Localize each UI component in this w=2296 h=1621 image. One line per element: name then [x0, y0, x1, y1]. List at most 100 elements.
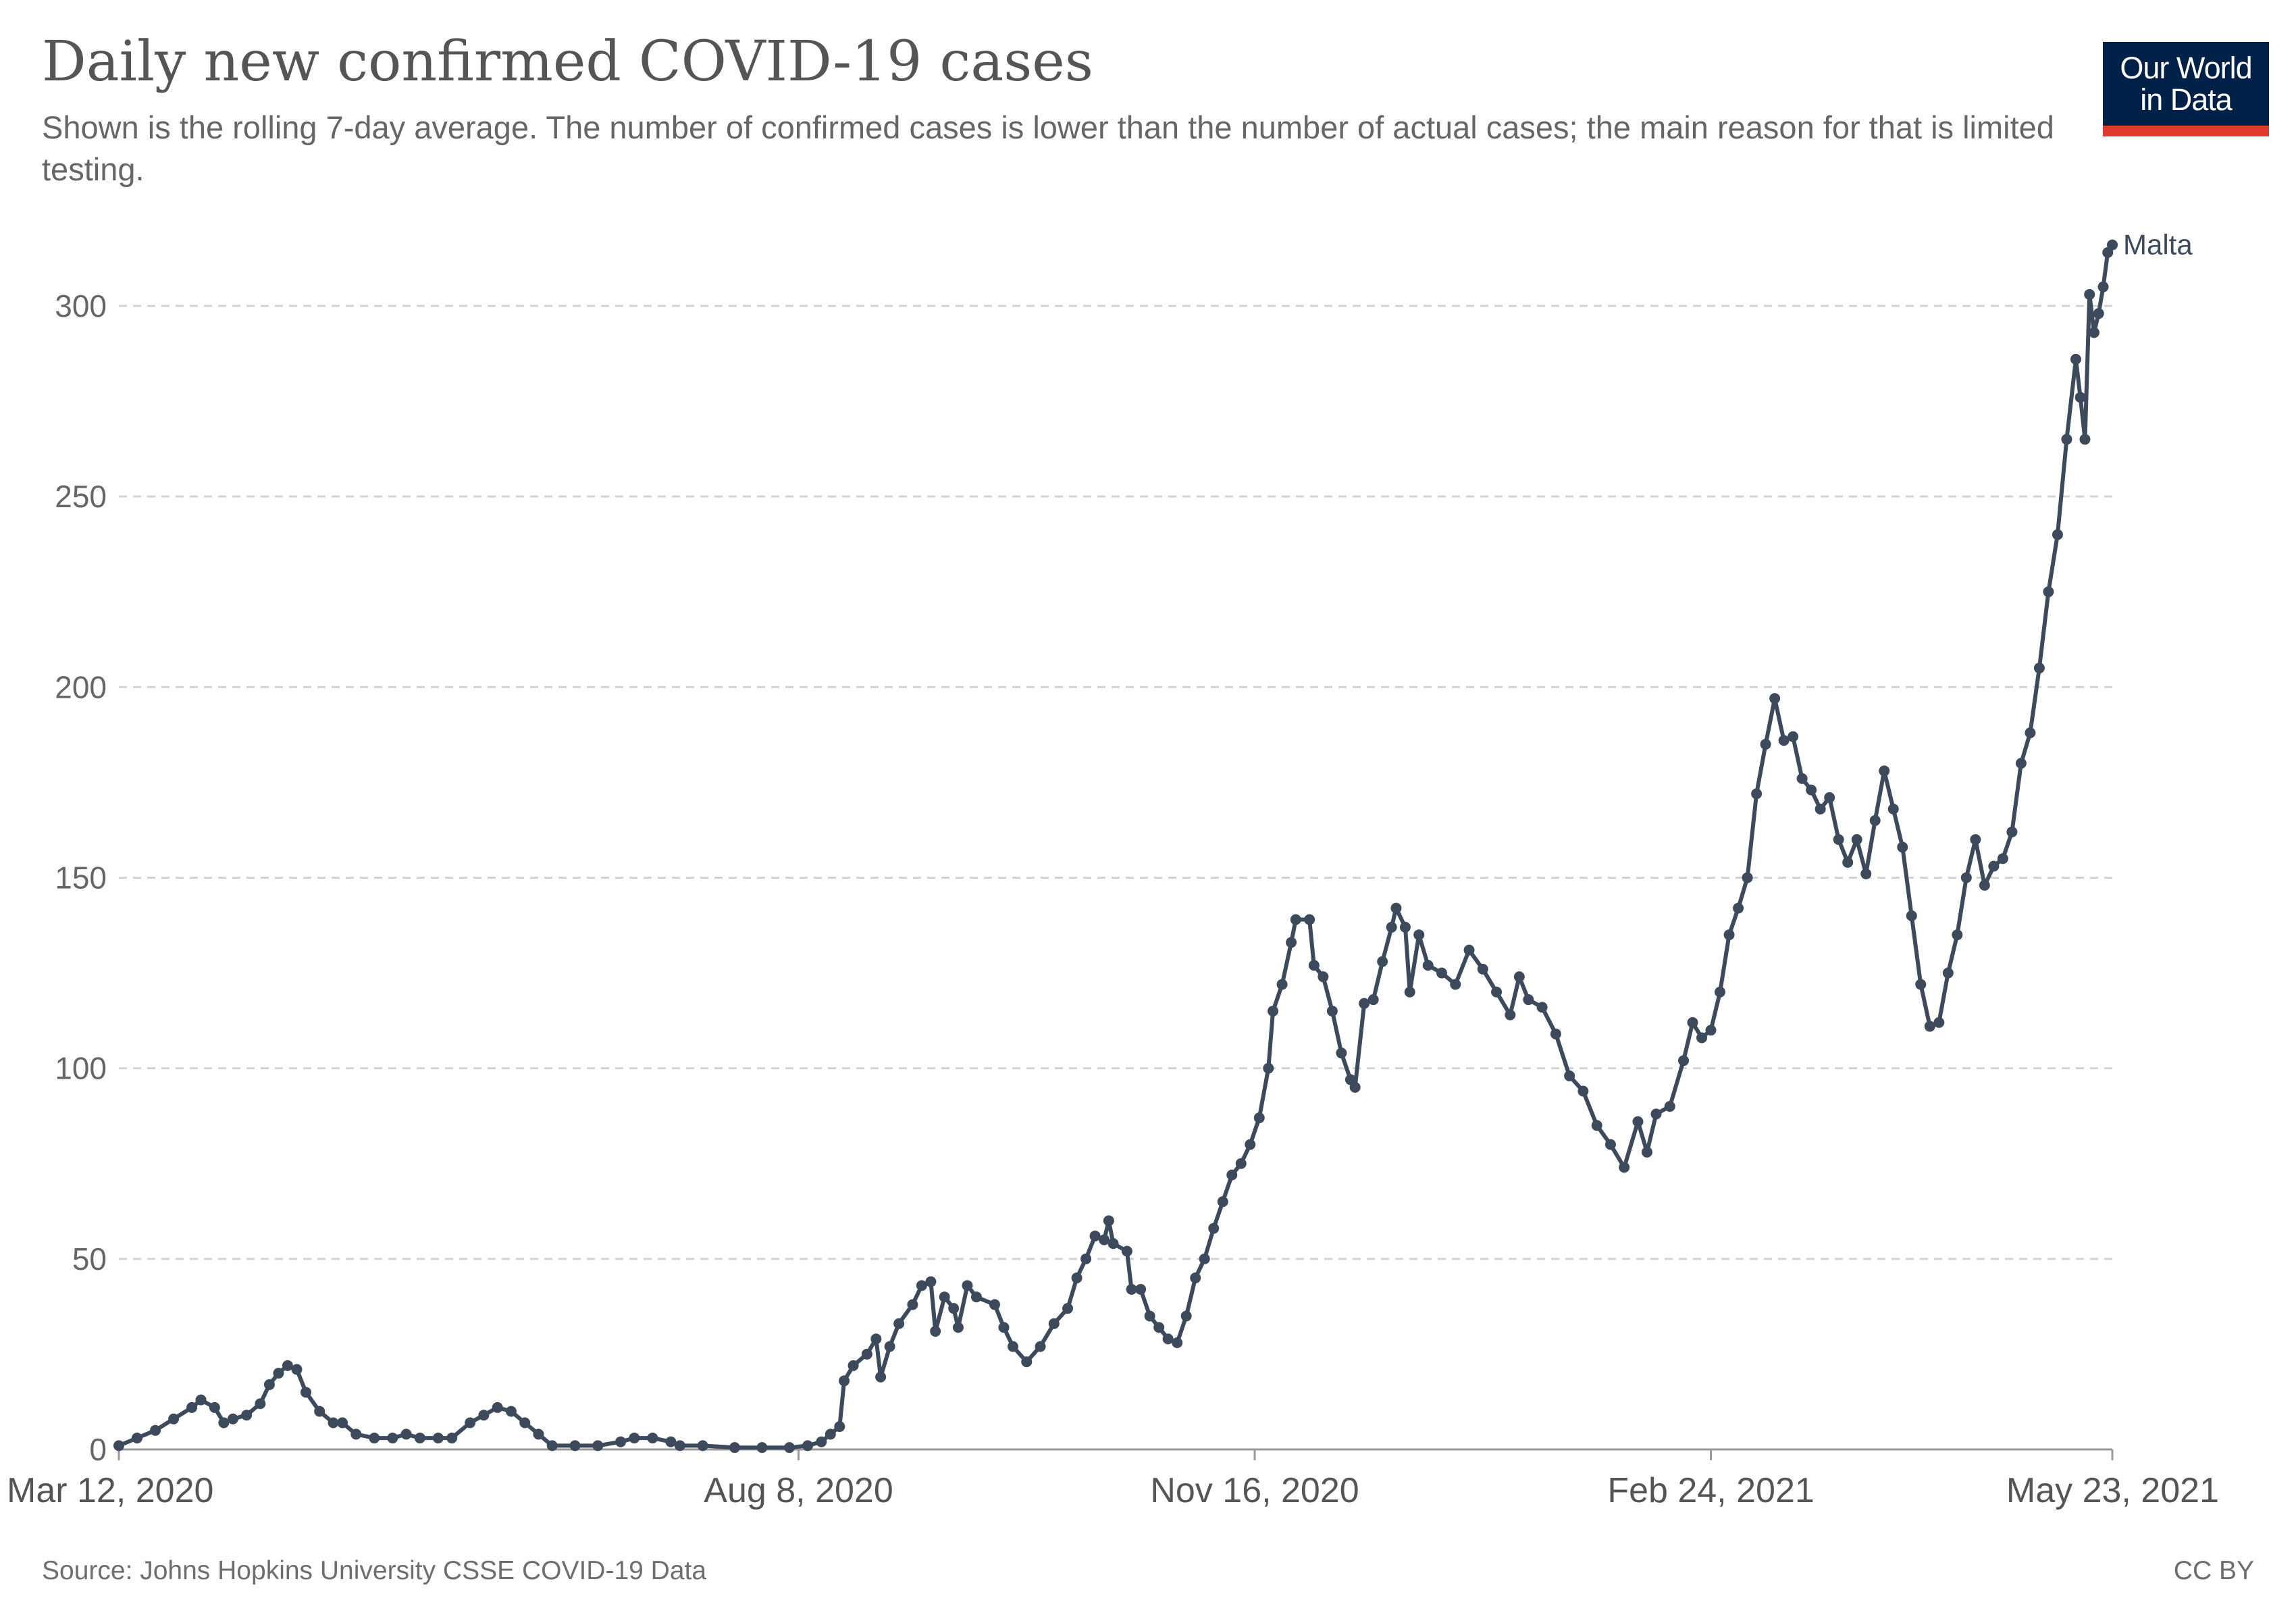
data-point	[839, 1375, 850, 1387]
x-tick-label: May 23, 2021	[2006, 1471, 2219, 1510]
data-point	[1413, 929, 1425, 941]
data-point	[186, 1401, 198, 1413]
data-point	[1367, 994, 1379, 1006]
data-point	[1286, 937, 1297, 948]
data-point	[665, 1436, 677, 1447]
data-point	[1436, 967, 1447, 979]
data-point	[1276, 979, 1288, 990]
data-point	[1641, 1146, 1652, 1158]
data-point	[1226, 1169, 1238, 1181]
data-point	[2093, 308, 2104, 319]
data-point	[1121, 1245, 1132, 1257]
data-point	[802, 1440, 814, 1451]
data-point	[1564, 1070, 1575, 1081]
data-point	[875, 1371, 887, 1383]
data-point	[1619, 1162, 1630, 1173]
data-point	[629, 1433, 640, 1444]
license-link[interactable]: CC BY	[2173, 1556, 2254, 1585]
data-point	[1879, 765, 1890, 777]
data-point	[2006, 826, 2018, 838]
data-point	[1664, 1101, 1675, 1112]
data-point	[1705, 1025, 1717, 1036]
data-point	[1390, 902, 1402, 914]
data-point	[533, 1429, 544, 1440]
data-point	[1071, 1272, 1082, 1284]
data-point	[569, 1440, 581, 1451]
data-point	[505, 1406, 517, 1417]
data-point	[1842, 856, 1854, 868]
data-point	[2075, 392, 2086, 403]
data-point	[1326, 1005, 1338, 1017]
data-point	[1933, 1017, 1945, 1028]
data-point	[1942, 967, 1954, 979]
data-point	[255, 1398, 266, 1410]
data-point	[1860, 868, 1872, 879]
data-point	[328, 1417, 339, 1429]
data-point	[1513, 971, 1525, 983]
data-point	[350, 1429, 362, 1440]
y-tick-label: 0	[89, 1432, 107, 1467]
data-point	[1778, 735, 1790, 746]
data-point	[1523, 994, 1534, 1006]
data-point	[1733, 902, 1744, 914]
series-line-malta[interactable]	[118, 244, 2114, 1450]
data-point	[1491, 986, 1503, 998]
data-point	[1769, 693, 1781, 704]
data-point	[1824, 792, 1835, 803]
data-point	[113, 1440, 124, 1451]
data-point	[1577, 1085, 1589, 1097]
owid-logo-line2: in Data	[2140, 82, 2233, 117]
data-point	[1988, 860, 2000, 872]
y-tick-label: 300	[55, 288, 107, 324]
chart-subtitle: Shown is the rolling 7-day average. The …	[42, 109, 2054, 187]
data-point	[1126, 1283, 1137, 1295]
x-tick-label: Aug 8, 2020	[704, 1471, 893, 1510]
data-point	[989, 1299, 1000, 1310]
chart-title: Daily new confirmed COVID-19 cases	[42, 30, 1093, 94]
data-point	[1349, 1081, 1361, 1093]
data-point	[2061, 434, 2072, 445]
data-point	[263, 1379, 275, 1391]
data-point	[816, 1436, 827, 1447]
data-point	[1062, 1303, 1074, 1314]
data-point	[2107, 239, 2118, 251]
data-point	[1035, 1341, 1046, 1352]
data-point	[132, 1433, 143, 1444]
data-point	[1317, 971, 1329, 983]
x-axis: Mar 12, 2020 Aug 8, 2020 Nov 16, 2020 Feb 2…	[7, 1449, 2219, 1510]
owid-logo[interactable]: Our World in Data	[2103, 42, 2269, 136]
data-point	[2070, 353, 2081, 365]
data-point	[1997, 853, 2008, 865]
data-point	[756, 1442, 768, 1453]
chart-grid	[119, 305, 2112, 1260]
data-point	[387, 1433, 398, 1444]
data-point	[1103, 1215, 1114, 1227]
data-point	[1253, 1112, 1265, 1123]
data-point	[884, 1341, 895, 1352]
data-point	[1021, 1356, 1033, 1368]
data-point	[2033, 663, 2045, 674]
data-point	[300, 1387, 311, 1398]
data-point	[1723, 929, 1735, 941]
series-label-malta[interactable]: Malta	[2123, 229, 2193, 261]
data-point	[1217, 1196, 1228, 1208]
data-point	[948, 1303, 960, 1314]
data-point	[1336, 1048, 1347, 1059]
data-point	[861, 1348, 872, 1360]
data-point	[2084, 288, 2095, 300]
data-point	[2097, 281, 2109, 292]
data-point	[1080, 1253, 1092, 1264]
data-point	[870, 1333, 882, 1345]
data-point	[2025, 727, 2036, 738]
data-point	[1359, 998, 1370, 1009]
source-note[interactable]: Source: Johns Hopkins University CSSE CO…	[42, 1556, 707, 1585]
data-point	[195, 1394, 207, 1406]
data-point	[1404, 986, 1415, 998]
data-point	[1604, 1139, 1616, 1150]
data-point	[314, 1406, 325, 1417]
data-point	[615, 1436, 627, 1447]
data-point	[1135, 1283, 1147, 1295]
data-point	[1650, 1108, 1662, 1120]
x-tick-label: Mar 12, 2020	[7, 1471, 213, 1510]
